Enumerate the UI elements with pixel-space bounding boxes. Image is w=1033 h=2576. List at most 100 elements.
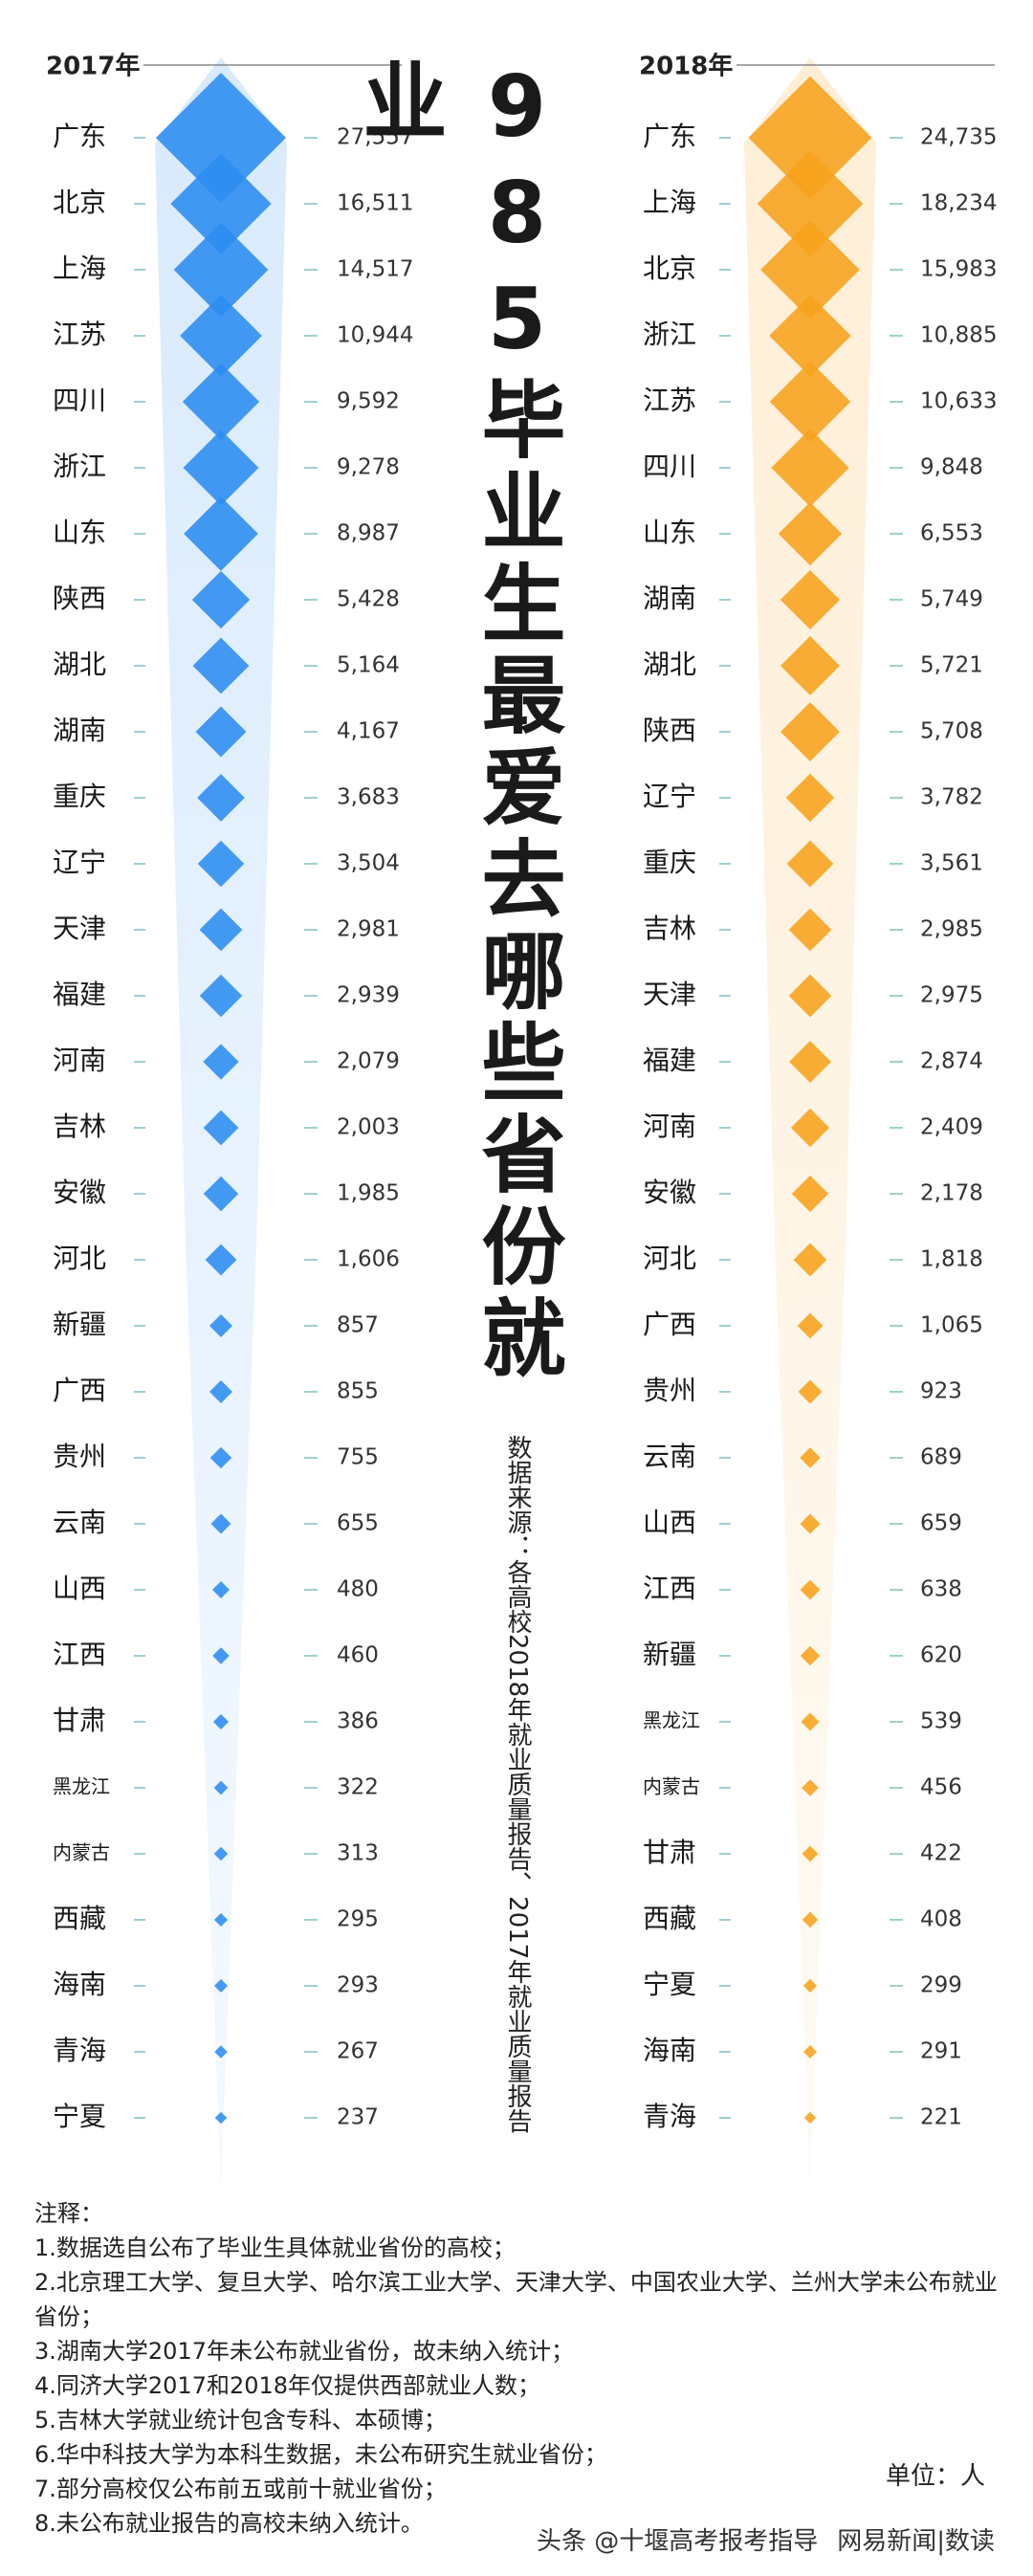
province-label: 甘肃 <box>643 1837 696 1868</box>
province-label: 宁夏 <box>643 1969 696 2000</box>
diamond <box>800 1579 821 1600</box>
diamond <box>210 1513 231 1534</box>
diamond <box>183 429 259 506</box>
province-label: 海南 <box>643 2035 696 2066</box>
value-label: 295 <box>337 1907 379 1932</box>
diamond <box>203 1044 239 1080</box>
diamond <box>778 501 843 566</box>
province-label: 青海 <box>53 2035 106 2066</box>
province-label: 湖南 <box>643 583 696 614</box>
notes-title: 注释： <box>34 2200 103 2227</box>
diamond <box>214 2111 228 2125</box>
value-label: 2,409 <box>920 1115 983 1140</box>
province-label: 四川 <box>53 385 106 416</box>
value-label: 8,987 <box>337 521 400 546</box>
diamond <box>788 974 832 1018</box>
province-label: 辽宁 <box>53 847 106 878</box>
value-label: 2,939 <box>337 983 400 1008</box>
value-label: 659 <box>920 1511 962 1536</box>
diamond <box>203 1176 239 1212</box>
diamond <box>197 774 245 822</box>
diamond <box>192 637 250 694</box>
note: 7.部分高校仅公布前五或前十就业省份； <box>34 2476 447 2502</box>
province-label: 西藏 <box>53 1903 106 1934</box>
province-label: 新疆 <box>643 1639 696 1670</box>
province-label: 甘肃 <box>53 1705 106 1736</box>
diamond <box>213 1780 229 1795</box>
value-label: 291 <box>920 2039 962 2064</box>
value-label: 2,975 <box>920 983 983 1008</box>
diamond <box>209 1314 232 1337</box>
province-label: 云南 <box>53 1507 106 1538</box>
diamond <box>786 840 834 888</box>
diamond <box>191 570 251 629</box>
province-label: 安徽 <box>53 1177 106 1208</box>
province-label: 云南 <box>643 1441 696 1472</box>
value-label: 322 <box>337 1775 379 1800</box>
note: 4.同济大学2017和2018年仅提供西部就业人数； <box>34 2372 541 2399</box>
value-label: 2,178 <box>920 1181 983 1206</box>
value-label: 386 <box>337 1709 379 1734</box>
diamond <box>182 363 260 441</box>
value-label: 16,511 <box>337 191 413 216</box>
diamond <box>803 2111 817 2125</box>
province-label: 湖北 <box>643 649 696 680</box>
diamond <box>769 295 851 377</box>
diamond <box>170 153 272 254</box>
province-label: 江西 <box>643 1573 696 1604</box>
diamond <box>797 1312 824 1339</box>
diamond <box>212 1713 230 1730</box>
province-label: 黑龙江 <box>643 1709 700 1732</box>
diamond <box>184 496 258 571</box>
province-label: 北京 <box>53 187 106 218</box>
value-label: 27,557 <box>337 125 413 150</box>
diamond <box>800 1447 821 1468</box>
value-label: 313 <box>337 1841 379 1866</box>
value-label: 923 <box>920 1379 962 1404</box>
province-label: 天津 <box>53 913 106 944</box>
value-label: 5,749 <box>920 587 983 612</box>
value-label: 237 <box>337 2105 379 2130</box>
value-label: 3,683 <box>337 785 400 810</box>
diamond <box>802 1845 819 1862</box>
province-label: 安徽 <box>643 1177 696 1208</box>
province-label: 青海 <box>643 2101 696 2132</box>
province-label: 河北 <box>53 1243 106 1274</box>
value-label: 24,735 <box>920 125 997 150</box>
value-label: 638 <box>920 1577 962 1602</box>
diamond <box>800 1513 821 1534</box>
diamond <box>802 1978 818 1993</box>
value-label: 5,428 <box>337 587 400 612</box>
unit: 单位：人 <box>885 2462 985 2491</box>
province-label: 西藏 <box>643 1903 696 1934</box>
province-label: 河南 <box>643 1111 696 1142</box>
source: 数据来源：各高校2018年就业质量报告、2017年就业质量报告 <box>503 1435 532 2134</box>
value-label: 267 <box>337 2039 379 2064</box>
diamond <box>780 569 841 630</box>
diamond <box>771 429 849 507</box>
value-label: 460 <box>337 1643 379 1668</box>
province-label: 浙江 <box>53 451 106 482</box>
value-label: 408 <box>920 1907 962 1932</box>
diamond <box>780 636 840 695</box>
value-label: 480 <box>337 1577 379 1602</box>
diamond <box>790 1108 830 1148</box>
province-label: 福建 <box>643 1045 696 1076</box>
value-label: 2,981 <box>337 917 400 942</box>
value-label: 6,553 <box>920 521 983 546</box>
year-label: 2018年 <box>639 52 733 81</box>
value-label: 2,079 <box>337 1049 400 1074</box>
value-label: 299 <box>920 1973 962 1998</box>
value-label: 10,944 <box>337 323 413 348</box>
province-label: 河北 <box>643 1243 696 1274</box>
note: 8.未公布就业报告的高校未纳入统计。 <box>34 2510 424 2537</box>
diamond <box>760 220 860 319</box>
value-label: 9,848 <box>920 455 983 480</box>
province-label: 江西 <box>53 1639 106 1670</box>
value-label: 855 <box>337 1379 379 1404</box>
value-label: 15,983 <box>920 257 997 282</box>
province-label: 河南 <box>53 1045 106 1076</box>
diamond <box>801 1712 820 1731</box>
value-label: 9,592 <box>337 389 400 414</box>
value-label: 620 <box>920 1643 962 1668</box>
